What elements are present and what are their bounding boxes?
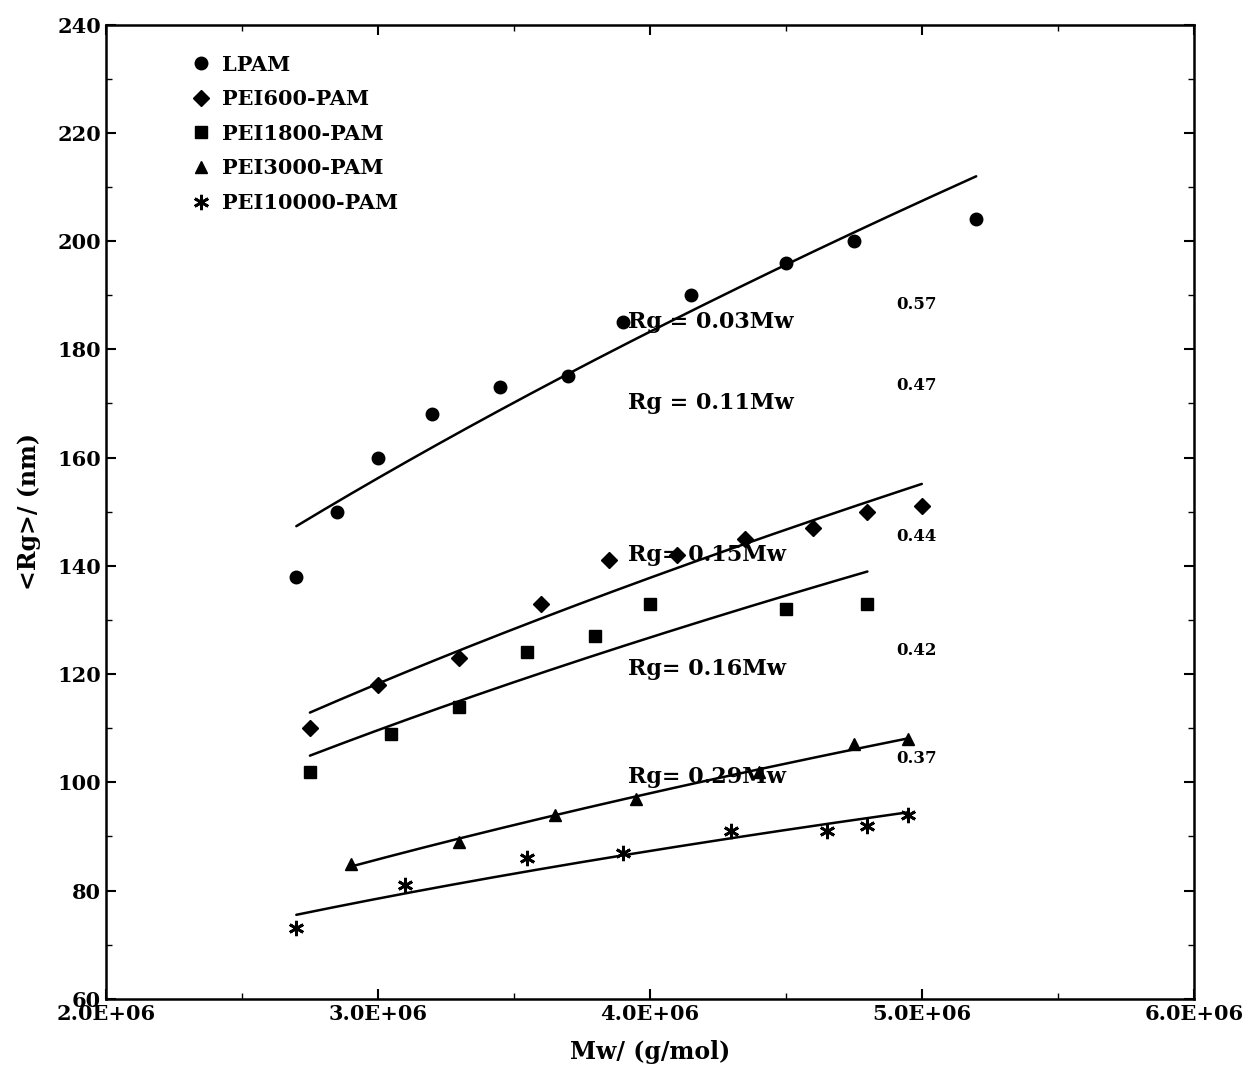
PEI1800-PAM bbox=[520, 646, 536, 659]
Line: PEI1800-PAM: PEI1800-PAM bbox=[305, 598, 873, 777]
Text: 0.42: 0.42 bbox=[896, 642, 936, 659]
LPAM bbox=[425, 408, 440, 421]
PEI3000-PAM bbox=[343, 857, 358, 870]
PEI10000-PAM bbox=[901, 809, 916, 822]
LPAM bbox=[561, 370, 576, 383]
PEI3000-PAM bbox=[629, 792, 644, 805]
PEI10000-PAM bbox=[859, 819, 874, 832]
PEI1800-PAM bbox=[384, 728, 399, 740]
Line: PEI10000-PAM: PEI10000-PAM bbox=[289, 808, 916, 936]
LPAM bbox=[330, 505, 345, 518]
Legend: LPAM, PEI600-PAM, PEI1800-PAM, PEI3000-PAM, PEI10000-PAM: LPAM, PEI600-PAM, PEI1800-PAM, PEI3000-P… bbox=[193, 54, 398, 213]
PEI10000-PAM bbox=[819, 825, 834, 838]
PEI600-PAM bbox=[302, 722, 318, 735]
LPAM bbox=[847, 235, 862, 248]
Text: Rg= 0.16Mw: Rg= 0.16Mw bbox=[627, 657, 786, 680]
PEI3000-PAM bbox=[547, 809, 562, 822]
PEI10000-PAM bbox=[724, 825, 740, 838]
LPAM bbox=[683, 289, 698, 302]
PEI600-PAM bbox=[915, 499, 930, 512]
PEI3000-PAM bbox=[452, 836, 467, 849]
Y-axis label: <Rg>/ (nm): <Rg>/ (nm) bbox=[16, 433, 40, 590]
PEI1800-PAM bbox=[779, 603, 794, 616]
PEI3000-PAM bbox=[901, 733, 916, 746]
PEI600-PAM bbox=[370, 679, 386, 692]
Text: Rg = 0.03Mw: Rg = 0.03Mw bbox=[627, 311, 794, 333]
Text: Rg = 0.11Mw: Rg = 0.11Mw bbox=[627, 392, 794, 414]
PEI600-PAM bbox=[533, 597, 548, 610]
PEI1800-PAM bbox=[643, 597, 658, 610]
Line: PEI3000-PAM: PEI3000-PAM bbox=[344, 733, 915, 870]
PEI600-PAM bbox=[859, 505, 874, 518]
PEI600-PAM bbox=[737, 532, 752, 545]
PEI600-PAM bbox=[805, 521, 820, 534]
PEI600-PAM bbox=[452, 652, 467, 665]
Line: PEI600-PAM: PEI600-PAM bbox=[305, 501, 927, 734]
LPAM bbox=[779, 256, 794, 269]
PEI3000-PAM bbox=[847, 738, 862, 751]
X-axis label: Mw/ (g/mol): Mw/ (g/mol) bbox=[570, 1040, 730, 1065]
LPAM bbox=[969, 213, 984, 226]
LPAM bbox=[615, 316, 630, 329]
PEI3000-PAM bbox=[751, 765, 766, 778]
PEI10000-PAM bbox=[520, 852, 536, 865]
PEI1800-PAM bbox=[588, 630, 604, 643]
LPAM bbox=[289, 570, 304, 583]
PEI10000-PAM bbox=[398, 879, 413, 892]
PEI10000-PAM bbox=[615, 846, 630, 859]
PEI600-PAM bbox=[669, 548, 684, 561]
Text: 0.57: 0.57 bbox=[896, 295, 936, 312]
Line: LPAM: LPAM bbox=[290, 213, 983, 583]
Text: 0.47: 0.47 bbox=[896, 377, 936, 393]
LPAM bbox=[370, 451, 386, 464]
Text: 0.37: 0.37 bbox=[896, 750, 936, 768]
PEI1800-PAM bbox=[302, 765, 318, 778]
PEI10000-PAM bbox=[289, 922, 304, 935]
PEI600-PAM bbox=[601, 553, 616, 566]
LPAM bbox=[493, 381, 508, 393]
Text: 0.44: 0.44 bbox=[896, 529, 936, 545]
PEI1800-PAM bbox=[859, 597, 874, 610]
Text: Rg= 0.15Mw: Rg= 0.15Mw bbox=[627, 544, 786, 566]
Text: Rg= 0.29Mw: Rg= 0.29Mw bbox=[627, 766, 786, 788]
PEI1800-PAM bbox=[452, 700, 467, 713]
